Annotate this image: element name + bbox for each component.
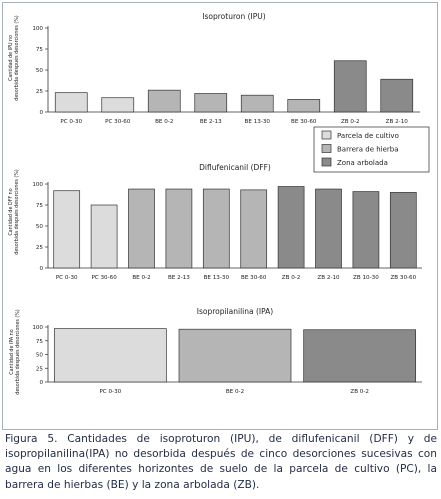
legend-swatch xyxy=(321,144,332,153)
legend-swatch xyxy=(321,130,332,140)
figure-caption: Figura 5. Cantidades de isoproturon (IPU… xyxy=(5,433,437,491)
x-tick-label: ZB 2-10 xyxy=(317,275,340,281)
y-tick-label: 75 xyxy=(36,47,44,53)
chart-title: Isopropilanilina (IPA) xyxy=(197,307,274,316)
y-tick-label: 0 xyxy=(39,110,43,116)
bar xyxy=(128,188,155,269)
y-tick-label: 75 xyxy=(36,339,44,345)
bar xyxy=(165,188,193,269)
y-tick-label: 25 xyxy=(36,89,44,95)
x-tick-label: PC 0-30 xyxy=(99,389,121,395)
x-tick-label: PC 30-60 xyxy=(105,119,131,125)
y-tick-label: 0 xyxy=(39,380,43,386)
bar xyxy=(240,94,274,113)
chart-0: Isoproturon (IPU) Cantidad de IPU no desor… xyxy=(8,12,420,125)
x-tick-label: PC 0-30 xyxy=(60,119,82,125)
x-tick-label: BE 2-13 xyxy=(200,119,222,125)
x-tick-label: ZB 30-60 xyxy=(390,275,416,281)
y-tick-label: 50 xyxy=(36,353,44,359)
legend-label: Barrera de hierba xyxy=(337,146,399,154)
bar xyxy=(53,328,167,383)
x-tick-label: ZB 0-2 xyxy=(350,389,369,395)
legend-label: Parcela de cultivo xyxy=(337,132,399,140)
y-axis-label: Cantidad de IPA no xyxy=(9,329,15,374)
bar xyxy=(240,189,268,269)
bar xyxy=(287,99,321,113)
y-tick-label: 100 xyxy=(32,325,43,331)
x-tick-label: ZB 0-2 xyxy=(282,275,301,281)
legend-label: Zona arbolada xyxy=(337,159,388,167)
bar xyxy=(147,89,181,113)
x-tick-label: BE 30-60 xyxy=(291,119,317,125)
bar xyxy=(389,192,417,269)
chart-title: Isoproturon (IPU) xyxy=(202,12,265,21)
legend-box xyxy=(313,126,430,173)
chart-1: Diflufenicanil (DFF) Cantidad de DFF no de… xyxy=(8,163,422,281)
legend-swatch xyxy=(321,157,332,167)
y-tick-label: 100 xyxy=(32,182,43,188)
x-tick-label: BE 13-30 xyxy=(245,119,271,125)
x-tick-label: BE 0-2 xyxy=(155,119,173,125)
bar xyxy=(53,190,81,269)
bar xyxy=(315,188,342,269)
y-tick-label: 0 xyxy=(39,266,43,272)
bar xyxy=(54,92,88,113)
bar xyxy=(303,329,417,383)
bar xyxy=(101,97,135,113)
y-axis-label: desorbida después desorciones (%) xyxy=(14,309,21,394)
bar xyxy=(194,93,228,113)
bar xyxy=(352,191,380,269)
y-axis-label: Cantidad de DFF no xyxy=(8,188,14,235)
y-axis-label: desorbida después desorciones (%) xyxy=(13,15,20,100)
x-tick-label: PC 0-30 xyxy=(56,275,78,281)
x-tick-label: BE 2-13 xyxy=(168,275,190,281)
y-tick-label: 100 xyxy=(32,26,43,32)
y-tick-label: 25 xyxy=(36,245,44,251)
bar xyxy=(277,186,305,269)
x-tick-label: BE 0-2 xyxy=(132,275,150,281)
bar xyxy=(178,328,292,383)
x-tick-label: BE 30-60 xyxy=(241,275,267,281)
bar xyxy=(333,60,367,113)
chart-2: Isopropilanilina (IPA) Cantidad de IPA no… xyxy=(9,307,422,395)
bar xyxy=(202,188,230,269)
y-tick-label: 50 xyxy=(36,68,44,74)
y-tick-label: 50 xyxy=(36,224,44,230)
x-tick-label: ZB 0-2 xyxy=(341,119,360,125)
y-axis-label: Cantidad de IPU no xyxy=(8,35,14,81)
x-tick-label: ZB 2-10 xyxy=(386,119,409,125)
bar xyxy=(90,204,118,269)
chart-title: Diflufenicanil (DFF) xyxy=(199,163,271,172)
y-tick-label: 75 xyxy=(36,203,44,209)
y-axis-label: desorbida después desorciones (%) xyxy=(13,169,20,254)
x-tick-label: ZB 10-30 xyxy=(353,275,379,281)
x-tick-label: PC 30-60 xyxy=(91,275,117,281)
figure-charts: Isoproturon (IPU)Cantidad de IPU no desor… xyxy=(8,12,430,395)
x-tick-label: BE 13-30 xyxy=(204,275,230,281)
bar xyxy=(380,78,414,113)
x-tick-label: BE 0-2 xyxy=(226,389,244,395)
legend: Parcela de cultivo Barrera de hierba Zona … xyxy=(313,126,430,173)
y-tick-label: 25 xyxy=(36,366,44,372)
